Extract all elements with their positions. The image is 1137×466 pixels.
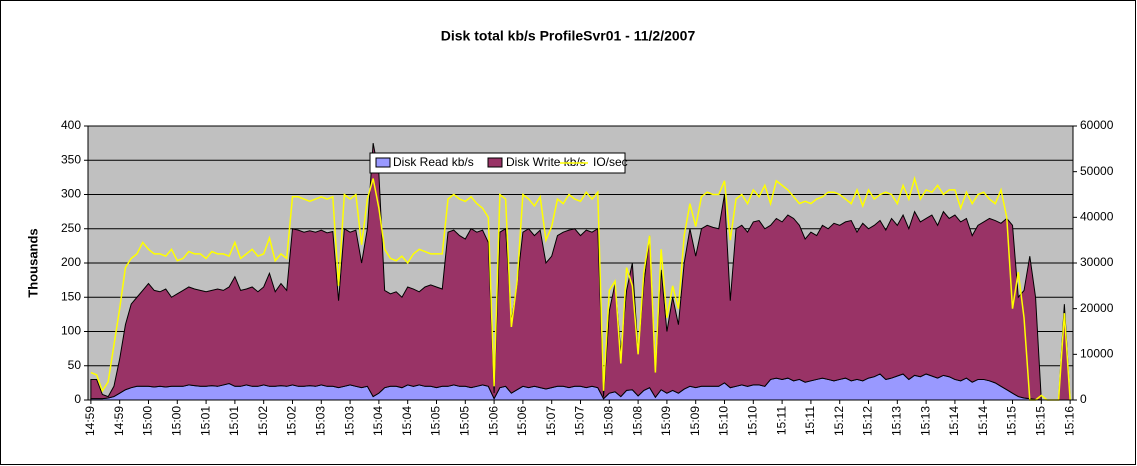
x-tick-label: 15:04 [400,406,414,436]
x-tick-label: 15:10 [717,406,731,436]
x-tick-label: 15:16 [1062,406,1076,436]
x-tick-label: 15:06 [515,406,529,436]
x-tick-label: 15:11 [803,406,817,435]
x-tick-label: 15:01 [198,406,212,436]
y-tick-label: 200 [61,255,81,269]
y-tick-label: 150 [61,289,81,303]
y2-tick-label: 30000 [1080,255,1114,269]
x-tick-label: 15:07 [573,406,587,436]
x-tick-label: 15:05 [429,406,443,436]
y-axis-label: Thousands [25,228,40,297]
x-tick-label: 15:14 [976,406,990,436]
legend-label: IO/sec [593,155,628,169]
x-tick-label: 15:15 [1033,406,1047,436]
y2-tick-label: 10000 [1080,347,1114,361]
legend-label: Disk Write kb/s [506,155,586,169]
x-tick-label: 15:06 [486,406,500,436]
x-tick-label: 15:02 [256,406,270,436]
x-tick-label: 15:13 [889,406,903,436]
y-tick-label: 300 [61,187,81,201]
x-tick-label: 15:02 [285,406,299,436]
legend-label: Disk Read kb/s [393,155,474,169]
line [90,175,1071,401]
legend-swatch [487,157,503,168]
x-tick-label: 14:59 [112,406,126,436]
x-tick-label: 15:15 [1005,406,1019,436]
x-tick-label: 15:00 [141,406,155,436]
x-tick-label: 15:14 [947,406,961,436]
x-tick-label: 15:12 [832,406,846,436]
chart-title: Disk total kb/s ProfileSvr01 - 11/2/2007 [441,28,696,44]
y2-tick-label: 0 [1080,392,1087,406]
x-tick-label: 15:03 [342,406,356,436]
y-tick-label: 0 [74,392,81,406]
y2-tick-label: 50000 [1080,164,1114,178]
x-tick-label: 15:01 [227,406,241,436]
x-tick-label: 15:12 [861,406,875,436]
x-tick-label: 15:08 [601,406,615,436]
y2-tick-label: 60000 [1080,118,1114,132]
y-tick-label: 250 [61,221,81,235]
x-tick-label: 15:13 [918,406,932,436]
x-tick-label: 15:04 [371,406,385,436]
x-tick-label: 15:08 [630,406,644,436]
y-tick-label: 350 [61,152,81,166]
y-tick-label: 50 [68,358,82,372]
legend-swatch [375,157,391,168]
x-tick-label: 15:09 [659,406,673,436]
x-tick-label: 15:11 [774,406,788,435]
x-tick-label: 15:09 [688,406,702,436]
x-tick-label: 15:05 [457,406,471,436]
y2-tick-label: 40000 [1080,210,1114,224]
x-tick-label: 15:07 [544,406,558,436]
x-tick-label: 14:59 [83,406,97,436]
y-tick-label: 100 [61,324,81,338]
x-tick-label: 15:03 [313,406,327,436]
y-tick-label: 400 [61,118,81,132]
y2-tick-label: 20000 [1080,301,1114,315]
x-tick-label: 15:10 [745,406,759,436]
x-tick-label: 15:00 [169,406,183,436]
